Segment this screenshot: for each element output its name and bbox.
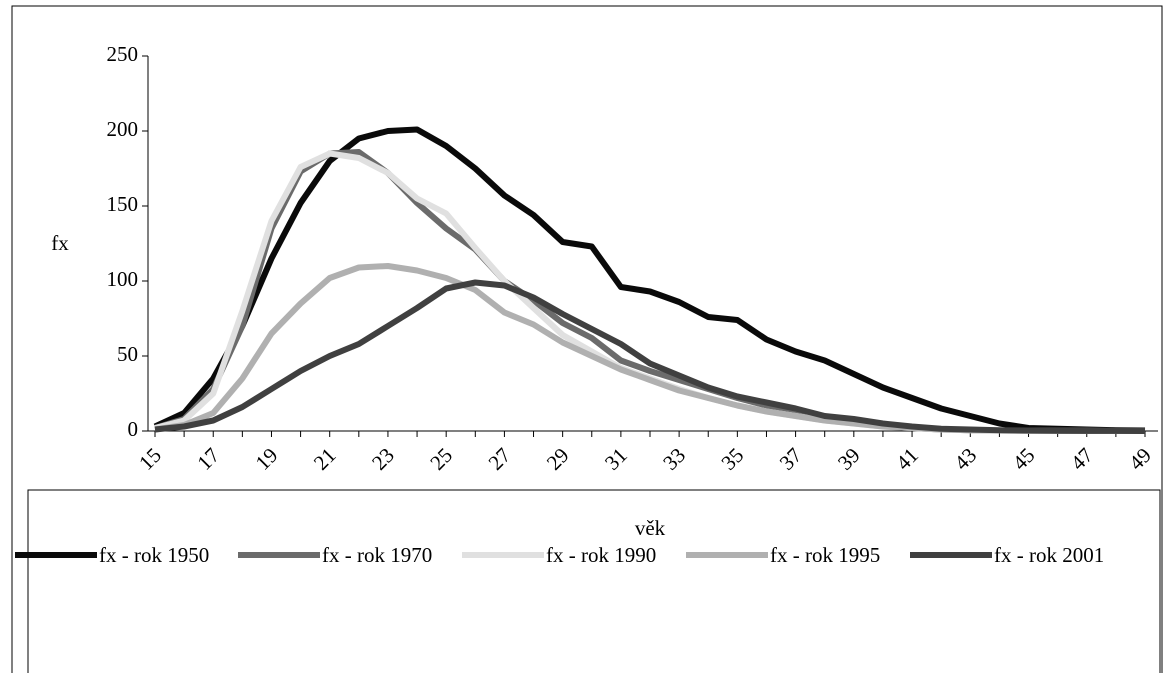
y-tick-label: 250	[107, 42, 139, 66]
y-tick-label: 200	[107, 117, 139, 141]
x-tick-label: 45	[1008, 443, 1040, 475]
legend-label: fx - rok 1995	[770, 543, 880, 567]
legend-label: fx - rok 2001	[994, 543, 1104, 567]
x-tick-label: 47	[1066, 443, 1098, 475]
legend-label: fx - rok 1950	[99, 543, 209, 567]
chart-border	[11, 5, 1163, 673]
y-tick-label: 150	[107, 192, 139, 216]
series-line	[154, 279, 1146, 434]
x-tick-label: 29	[542, 443, 574, 475]
x-tick-label: 37	[775, 443, 807, 475]
legend-label: fx - rok 1990	[546, 543, 656, 567]
legend-label: fx - rok 1970	[322, 543, 432, 567]
x-tick-label: 49	[1124, 443, 1156, 475]
x-tick-label: 23	[367, 443, 399, 475]
x-tick-label: 21	[309, 443, 341, 475]
x-tick-label: 27	[484, 443, 516, 475]
x-tick-label: 17	[192, 443, 224, 475]
y-tick-label: 0	[128, 417, 139, 441]
x-axis-label: věk	[635, 516, 666, 540]
x-tick-label: 15	[134, 443, 166, 475]
x-tick-label: 43	[949, 443, 981, 475]
x-tick-label: 25	[425, 443, 457, 475]
x-tick-label: 39	[833, 443, 865, 475]
legend-box	[27, 489, 1161, 673]
x-tick-label: 41	[891, 443, 923, 475]
x-tick-label: 31	[600, 443, 632, 475]
y-axis-label: fx	[51, 231, 69, 255]
x-tick-label: 19	[251, 443, 283, 475]
series-line	[153, 126, 1146, 434]
x-tick-label: 35	[716, 443, 748, 475]
x-tick-label: 33	[658, 443, 690, 475]
y-tick-label: 50	[117, 342, 138, 366]
y-tick-label: 100	[107, 267, 139, 291]
